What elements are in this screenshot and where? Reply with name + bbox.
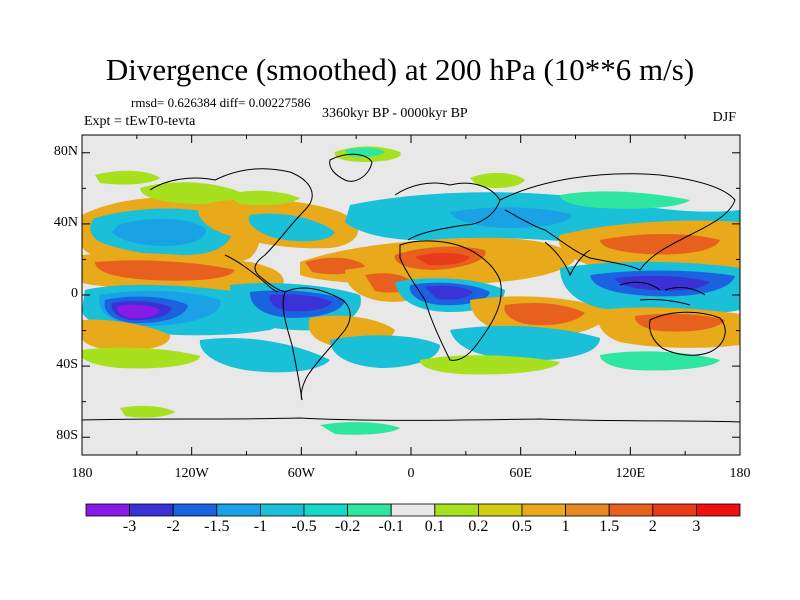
colorbar-label: -3 — [122, 518, 137, 535]
x-tick-label: 120E — [615, 466, 646, 481]
contour-south-pacific-orange — [82, 319, 171, 351]
colorbar-swatch — [216, 503, 261, 517]
coast-maritime — [619, 281, 706, 306]
colorbar-label: 2 — [648, 518, 657, 535]
contour-southern-green-1 — [82, 347, 200, 369]
x-tick-label: 60W — [287, 466, 315, 481]
colorbar-swatch — [85, 503, 130, 517]
x-tick-label: 180 — [729, 466, 751, 481]
colorbar-label: 3 — [692, 518, 701, 535]
coast-central-america — [224, 254, 279, 293]
contour-eurasia-green — [560, 191, 690, 209]
x-tick-label: 120W — [174, 466, 209, 481]
colorbar-swatch — [390, 503, 436, 517]
coast-australia — [649, 311, 726, 356]
colorbar-label: -1 — [253, 518, 268, 535]
coast-greenland — [329, 153, 373, 182]
coast-india — [544, 241, 591, 277]
axis-ticks — [81, 135, 741, 455]
colorbar-swatch — [347, 503, 392, 517]
colorbar-label: 0.5 — [512, 518, 532, 535]
contour-n-atlantic-cyan — [248, 213, 335, 242]
experiment-label: Expt = tEwT0-tevta — [84, 114, 196, 129]
colorbar-label: 1.5 — [599, 518, 620, 535]
colorbar-swatch — [652, 503, 697, 517]
colorbar-label: -0.2 — [334, 518, 361, 535]
contour-pacific-purple-core — [117, 304, 160, 319]
y-tick-label: 40N — [53, 214, 78, 230]
coast-south-america-west — [282, 291, 303, 401]
contour-arctic-green-3 — [470, 172, 525, 188]
colorbar-label: 0.1 — [424, 518, 445, 535]
chart-title: Divergence (smoothed) at 200 hPa (10**6 … — [105, 52, 695, 87]
stats-text: rmsd= 0.626384 diff= 0.00227586 — [131, 95, 311, 110]
x-tick-label: 60E — [509, 466, 532, 481]
coastlines — [82, 153, 740, 423]
contour-southern-green-3 — [600, 351, 720, 371]
colorbar-swatch — [477, 503, 523, 517]
x-tick-label: 0 — [407, 466, 415, 481]
contour-africa-indigo — [425, 285, 473, 300]
y-tick-label: 40S — [56, 357, 78, 373]
coast-africa — [399, 240, 502, 361]
colorbar-swatch — [521, 503, 566, 517]
contour-pacific-redband — [95, 260, 235, 281]
y-tick-label: 0 — [71, 286, 78, 301]
coast-north-america — [149, 168, 313, 293]
colorbar-swatch — [259, 503, 305, 517]
colorbar-label: -1.5 — [204, 518, 230, 535]
contour-indian-red — [504, 302, 585, 326]
colorbar — [85, 503, 741, 517]
contour-south-indian-red — [634, 313, 725, 332]
colorbar-label: 1 — [561, 518, 570, 535]
contour-arctic-green-4 — [95, 170, 160, 185]
colorbar-label: -0.5 — [291, 518, 317, 535]
contour-southern-cyan-long — [199, 337, 330, 373]
period-label: 3360kyr BP - 0000kyr BP — [322, 106, 468, 121]
contour-maritime-indigo — [615, 275, 710, 291]
contour-antarctic-green — [320, 422, 400, 435]
colorbar-swatch — [608, 503, 654, 517]
colorbar-label: 0.2 — [468, 518, 489, 535]
colorbar-swatch — [172, 503, 218, 517]
contour-field — [82, 135, 740, 455]
contour-north-green-1 — [140, 182, 241, 205]
contour-eurasia-blue — [450, 207, 571, 228]
contour-east-asia-red — [600, 234, 720, 255]
contour-samerica-indigo — [269, 294, 332, 312]
contour-north-pacific-blue — [112, 218, 206, 246]
colorbar-swatch — [434, 503, 479, 517]
colorbar-swatch — [696, 503, 741, 517]
x-tick-label: 180 — [71, 466, 93, 481]
y-tick-label: 80S — [56, 428, 78, 444]
contour-na-green — [225, 190, 300, 206]
coast-antarctica — [82, 417, 740, 423]
colorbar-swatch — [303, 503, 348, 517]
colorbar-label: -0.1 — [378, 518, 404, 535]
coast-asia — [499, 173, 736, 271]
colorbar-label: -2 — [166, 518, 180, 535]
colorbar-swatch — [565, 503, 610, 517]
contour-antarctic-green-2 — [120, 405, 175, 418]
contour-n-africa-redcore — [415, 252, 470, 266]
y-tick-label: 80N — [53, 143, 78, 159]
coast-south-america — [284, 287, 351, 401]
season-label: DJF — [712, 110, 736, 125]
contour-south-indian-cyan — [450, 325, 600, 361]
contour-south-atlantic-cyan — [330, 335, 440, 368]
colorbar-swatch — [129, 503, 174, 517]
